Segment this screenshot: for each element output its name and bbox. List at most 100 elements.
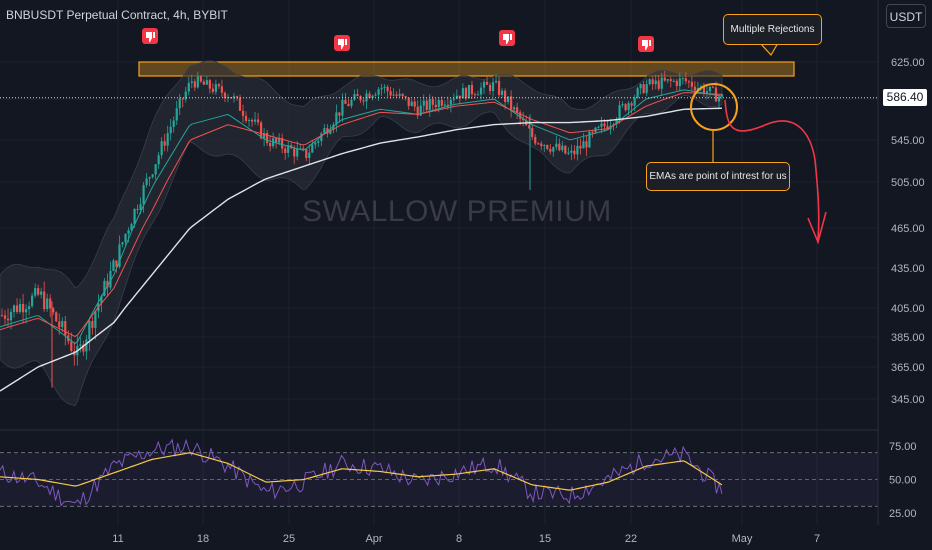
candle-body — [449, 99, 452, 105]
candle-body — [446, 104, 449, 106]
candle-body — [214, 84, 217, 92]
candle-body — [555, 143, 558, 148]
projection-arrow — [724, 99, 820, 241]
currency-button[interactable]: USDT — [886, 4, 926, 28]
candle-body — [528, 125, 531, 129]
candle-body — [82, 344, 85, 352]
candle-body — [43, 291, 46, 310]
candle-body — [579, 145, 582, 149]
time-tick-label: 8 — [456, 533, 462, 545]
candle-body — [299, 148, 302, 150]
candle-body — [133, 208, 136, 225]
candle-body — [624, 104, 627, 111]
candle-body — [244, 115, 248, 121]
candle-body — [296, 148, 299, 157]
candle-body — [389, 91, 392, 96]
candle-body — [94, 311, 97, 328]
candle-body — [359, 96, 362, 101]
candle-body — [148, 177, 151, 179]
projection-arrowhead — [807, 211, 827, 245]
time-tick-label: Apr — [365, 533, 382, 545]
candle-body — [404, 96, 407, 98]
candle-body — [681, 78, 684, 80]
candle-body — [513, 107, 516, 110]
ema-highlight-circle — [690, 83, 738, 131]
candle-body — [645, 84, 648, 94]
candle-body — [522, 118, 525, 121]
candle-body — [543, 145, 546, 147]
candle-body — [540, 143, 543, 147]
candle-body — [669, 79, 672, 82]
price-tick-label: 405.00 — [891, 303, 925, 315]
candle-body — [573, 150, 576, 155]
candle-body — [311, 144, 314, 153]
candle-body — [259, 122, 263, 139]
candle-body — [124, 233, 127, 243]
candle-body — [58, 321, 61, 328]
candle-body — [488, 84, 492, 92]
candle-body — [275, 138, 278, 143]
candle-body — [491, 82, 495, 92]
candle-body — [127, 230, 130, 234]
candle-body — [407, 97, 410, 107]
candle-body — [61, 321, 64, 328]
emas-note-callout[interactable]: EMAs are point of intrest for us — [646, 162, 790, 191]
candle-body — [247, 120, 251, 122]
axes: 625.00 545.00 505.00 465.00 435.00 405.00 385.… — [112, 0, 925, 545]
candle-body — [305, 149, 308, 159]
candle-body — [618, 105, 621, 120]
rsi-ma-line — [0, 452, 723, 491]
time-tick-label: 18 — [197, 533, 209, 545]
candle-body — [241, 110, 245, 116]
candle-body — [485, 81, 489, 85]
candle-body — [52, 308, 55, 313]
multiple-rejections-callout[interactable]: Multiple Rejections — [723, 14, 822, 45]
candle-body — [314, 142, 317, 145]
candle-body — [130, 224, 133, 231]
candle-body — [534, 136, 537, 144]
candle-body — [467, 84, 471, 99]
candle-body — [181, 98, 184, 100]
candle-body — [6, 318, 10, 321]
candle-body — [217, 84, 221, 87]
candle-body — [636, 88, 639, 98]
candle-body — [600, 123, 603, 127]
rsi-panel — [0, 429, 878, 507]
candle-body — [395, 94, 398, 96]
candle-body — [46, 298, 49, 310]
candle-body — [648, 79, 651, 85]
candle-body — [561, 145, 564, 151]
candle-body — [256, 119, 260, 123]
candle-body — [660, 77, 663, 89]
candle-body — [353, 94, 356, 100]
price-tick-label: 505.00 — [891, 177, 925, 189]
thumbs-down-glyph — [146, 32, 155, 42]
thumbs-down-glyph — [503, 34, 512, 44]
bollinger-bands — [0, 60, 723, 407]
candle-body — [597, 126, 600, 128]
candle-body — [12, 305, 16, 312]
price-tick-label: 345.00 — [891, 394, 925, 406]
thumbs-down-icon — [499, 30, 515, 46]
candle-body — [576, 145, 579, 155]
candle-body — [558, 143, 561, 151]
candle-body — [64, 321, 67, 336]
candle-body — [253, 119, 257, 122]
candle-body — [377, 89, 380, 95]
candle-body — [229, 97, 233, 99]
candle-body — [184, 91, 187, 100]
band-fill — [0, 60, 723, 407]
candle-body — [335, 112, 338, 125]
candle-body — [690, 81, 693, 87]
candle-body — [88, 320, 91, 340]
candle-body — [202, 81, 205, 85]
candle-body — [552, 147, 555, 152]
candle-body — [269, 143, 272, 147]
rejection-markers — [142, 28, 654, 52]
candle-body — [666, 79, 669, 81]
candle-body — [591, 131, 594, 133]
candle-body — [232, 96, 236, 99]
candle-body — [494, 80, 498, 83]
candle-body — [606, 126, 609, 130]
